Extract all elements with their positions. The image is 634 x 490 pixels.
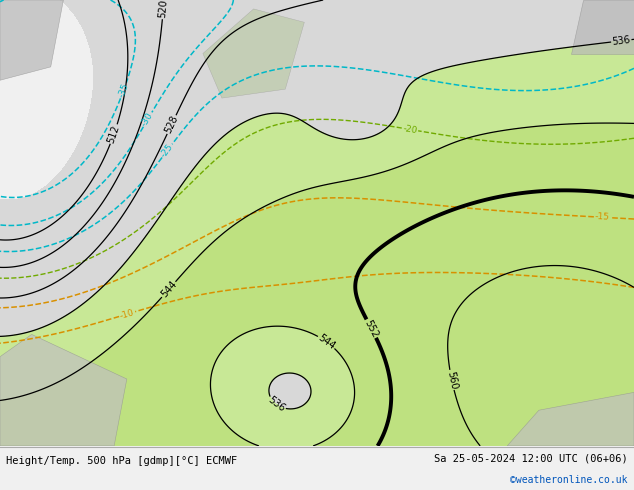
Polygon shape bbox=[507, 392, 634, 446]
Text: -35: -35 bbox=[117, 82, 131, 99]
Text: -10: -10 bbox=[119, 308, 136, 320]
Text: -15: -15 bbox=[595, 212, 610, 222]
Text: 536: 536 bbox=[612, 35, 631, 47]
Text: Sa 25-05-2024 12:00 UTC (06+06): Sa 25-05-2024 12:00 UTC (06+06) bbox=[434, 453, 628, 463]
Text: 536: 536 bbox=[266, 395, 287, 414]
Text: ©weatheronline.co.uk: ©weatheronline.co.uk bbox=[510, 475, 628, 485]
Polygon shape bbox=[571, 0, 634, 53]
Text: 544: 544 bbox=[316, 333, 337, 351]
Text: 560: 560 bbox=[445, 370, 458, 390]
Text: 520: 520 bbox=[157, 0, 169, 19]
Polygon shape bbox=[203, 9, 304, 98]
Polygon shape bbox=[0, 334, 127, 446]
Text: 552: 552 bbox=[363, 318, 380, 339]
Text: -30: -30 bbox=[140, 111, 155, 128]
Text: 528: 528 bbox=[163, 114, 180, 135]
Text: 544: 544 bbox=[159, 279, 179, 300]
Polygon shape bbox=[0, 0, 63, 80]
Text: Height/Temp. 500 hPa [gdmp][°C] ECMWF: Height/Temp. 500 hPa [gdmp][°C] ECMWF bbox=[6, 456, 238, 466]
Text: 512: 512 bbox=[106, 123, 122, 145]
Text: -25: -25 bbox=[159, 142, 175, 159]
Text: -20: -20 bbox=[402, 124, 418, 135]
